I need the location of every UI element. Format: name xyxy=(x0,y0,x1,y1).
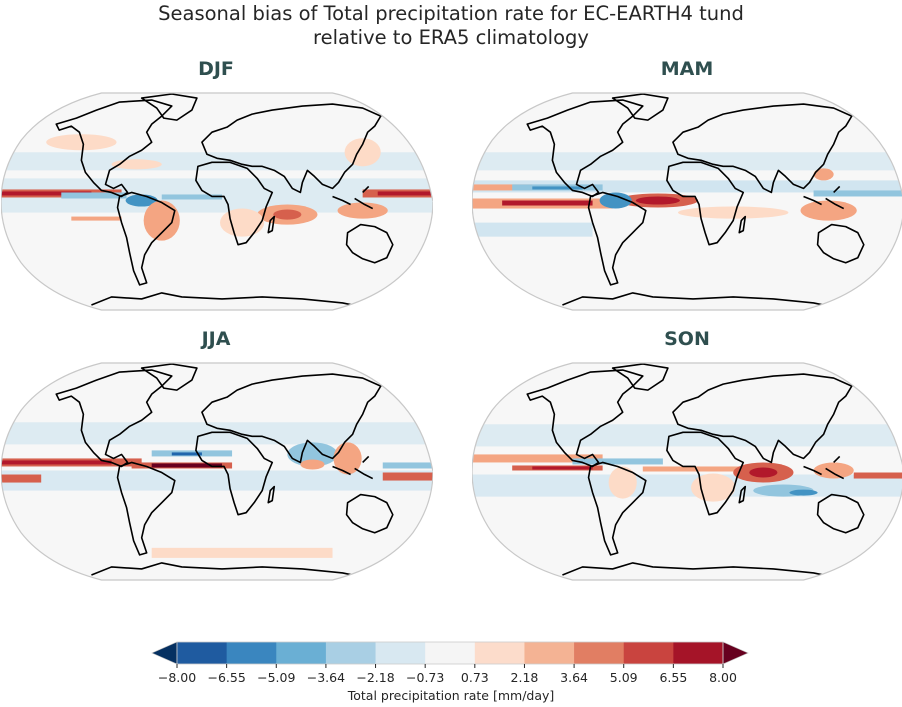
colorbar-tick-label: 0.73 xyxy=(460,670,489,685)
colorbar-tick-label: −0.73 xyxy=(406,670,445,685)
map-jja xyxy=(1,362,433,581)
colorbar-segment xyxy=(673,642,724,664)
colorbar-segment xyxy=(177,642,228,664)
colorbar-extend-low xyxy=(151,641,178,665)
figure-title: Seasonal bias of Total precipitation rat… xyxy=(0,2,902,50)
panel-title-jja: JJA xyxy=(201,328,231,350)
colorbar-tick-label: 8.00 xyxy=(709,670,737,685)
colorbar-tick-label: 5.09 xyxy=(609,670,638,685)
colorbar-segment xyxy=(623,642,674,664)
colorbar-segment xyxy=(325,642,377,664)
colorbar-tick-label: 2.18 xyxy=(510,670,539,685)
panel-title-mam: MAM xyxy=(660,58,714,80)
colorbar-tick-label: 6.55 xyxy=(659,670,688,685)
colorbar-tick-label: −2.18 xyxy=(356,670,395,685)
map-mam xyxy=(472,92,902,311)
colorbar-segment xyxy=(425,642,476,664)
colorbar-segment xyxy=(474,642,525,664)
colorbar-segment xyxy=(226,642,277,664)
colorbar-tick-label: −5.09 xyxy=(257,670,296,685)
map-djf xyxy=(1,92,433,311)
colorbar-segment xyxy=(276,642,327,664)
colorbar-tick-label: 3.64 xyxy=(560,670,588,685)
colorbar-tick-label: −6.55 xyxy=(207,670,246,685)
colorbar-extend-high xyxy=(722,641,749,665)
colorbar-segment xyxy=(375,642,426,664)
colorbar-segment xyxy=(524,642,575,664)
colorbar-tick-label: −3.64 xyxy=(306,670,346,685)
map-son xyxy=(472,362,902,581)
colorbar-segment xyxy=(574,642,625,664)
figure-title-line2: relative to ERA5 climatology xyxy=(313,26,589,49)
panel-title-son: SON xyxy=(664,328,710,350)
colorbar xyxy=(151,641,749,668)
figure-title-line1: Seasonal bias of Total precipitation rat… xyxy=(158,2,744,25)
colorbar-label: Total precipitation rate [mm/day] xyxy=(347,688,555,703)
colorbar-tick-label: −8.00 xyxy=(157,670,197,685)
panel-title-djf: DJF xyxy=(198,58,234,80)
